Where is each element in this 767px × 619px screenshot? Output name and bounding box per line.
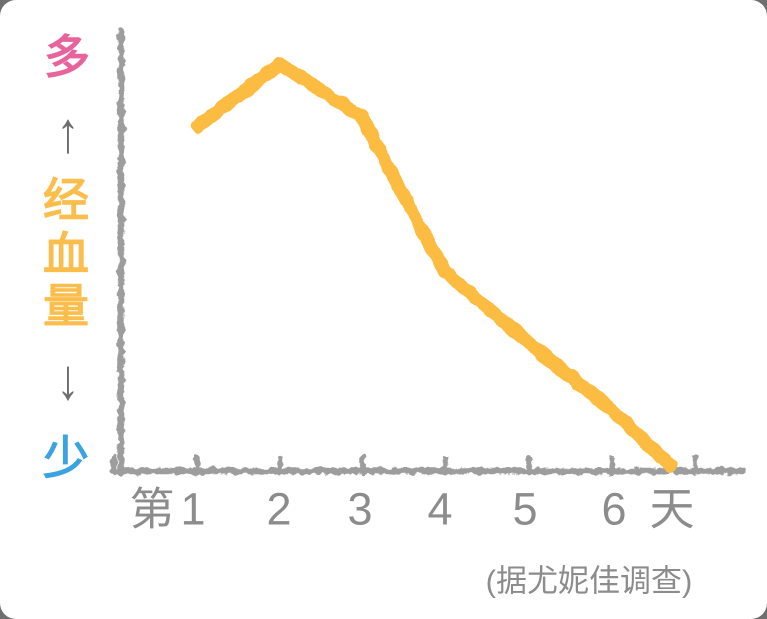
down-arrow-icon: ↓ xyxy=(56,346,80,412)
y-axis-title-char-xue: 血 xyxy=(43,228,89,280)
up-arrow-icon: ↑ xyxy=(56,99,80,165)
x-axis-day-label-2: 2 xyxy=(266,483,292,535)
y-axis-top-label-more: 多 xyxy=(44,31,90,83)
flow-line-series xyxy=(190,57,678,473)
source-note: (据尤妮佳调查) xyxy=(485,563,693,599)
x-axis-day-label-1: 1 xyxy=(180,483,206,535)
x-axis-suffix: 天 xyxy=(649,483,695,535)
x-axis-day-label-4: 4 xyxy=(427,483,453,535)
x-axis-prefix: 第 xyxy=(129,483,175,535)
menstrual-flow-line xyxy=(190,57,678,473)
x-axis-day-label-6: 6 xyxy=(601,483,627,535)
y-axis-title-char-liang: 量 xyxy=(43,280,89,332)
axes-group xyxy=(108,25,748,477)
x-axis-day-label-3: 3 xyxy=(347,483,373,535)
y-axis-title-char-jing: 经 xyxy=(43,174,89,226)
y-axis-bottom-label-less: 少 xyxy=(43,432,89,484)
x-axis-day-label-5: 5 xyxy=(512,483,538,535)
